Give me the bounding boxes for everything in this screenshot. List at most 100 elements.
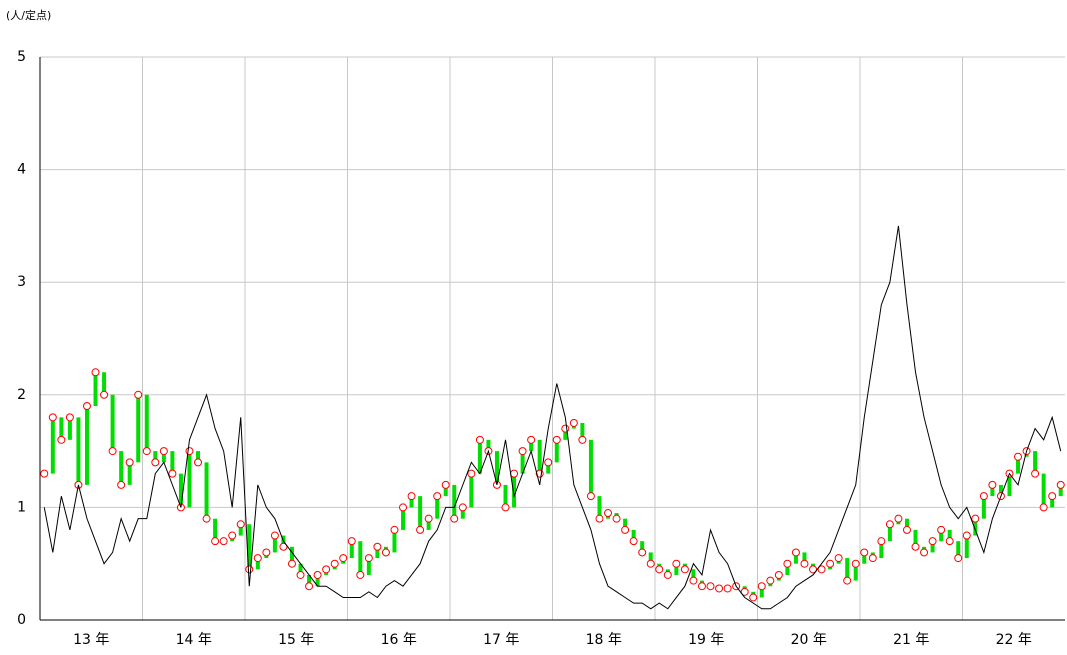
- marker: [937, 525, 946, 534]
- marker: [159, 447, 168, 456]
- marker: [48, 413, 57, 422]
- line: [43, 225, 1062, 610]
- marker: [433, 492, 442, 501]
- x-tick-label: 15 年: [278, 632, 314, 648]
- x-tick-label: 17 年: [483, 632, 519, 648]
- marker: [236, 520, 245, 529]
- marker: [604, 509, 613, 518]
- marker: [569, 418, 578, 427]
- marker: [1014, 452, 1023, 461]
- marker: [287, 559, 296, 568]
- marker: [262, 548, 271, 557]
- marker: [228, 531, 237, 540]
- marker: [82, 402, 91, 411]
- marker: [1039, 503, 1048, 512]
- marker: [347, 537, 356, 546]
- marker: [612, 514, 621, 523]
- marker: [510, 469, 519, 478]
- marker: [672, 559, 681, 568]
- marker: [774, 570, 783, 579]
- marker: [65, 413, 74, 422]
- marker: [749, 593, 758, 602]
- marker: [441, 480, 450, 489]
- marker: [407, 492, 416, 501]
- marker: [689, 576, 698, 585]
- marker: [168, 469, 177, 478]
- marker: [851, 559, 860, 568]
- marker: [894, 514, 903, 523]
- marker: [860, 548, 869, 557]
- marker: [91, 368, 100, 377]
- marker: [416, 525, 425, 534]
- marker: [663, 570, 672, 579]
- marker: [296, 570, 305, 579]
- marker: [621, 525, 630, 534]
- marker: [475, 435, 484, 444]
- x-tick-label: 16 年: [381, 632, 417, 648]
- marker: [544, 458, 553, 467]
- marker: [586, 492, 595, 501]
- marker: [809, 565, 818, 574]
- marker: [305, 582, 314, 591]
- marker: [142, 447, 151, 456]
- marker: [552, 435, 561, 444]
- marker: [920, 548, 929, 557]
- marker: [185, 447, 194, 456]
- marker: [100, 390, 109, 399]
- marker: [40, 469, 49, 478]
- marker: [125, 458, 134, 467]
- marker: [270, 531, 279, 540]
- marker: [458, 503, 467, 512]
- marker: [791, 548, 800, 557]
- marker: [834, 554, 843, 563]
- y-tick-label: 0: [17, 612, 26, 628]
- marker: [356, 570, 365, 579]
- marker: [911, 542, 920, 551]
- marker: [450, 514, 459, 523]
- marker: [424, 514, 433, 523]
- marker: [962, 531, 971, 540]
- marker: [945, 537, 954, 546]
- marker: [800, 559, 809, 568]
- marker: [527, 435, 536, 444]
- marker: [399, 503, 408, 512]
- x-tick-label: 20 年: [791, 632, 827, 648]
- unit-label: (人/定点): [6, 8, 51, 22]
- marker: [766, 576, 775, 585]
- marker: [954, 554, 963, 563]
- x-tick-label: 22 年: [996, 632, 1032, 648]
- marker: [518, 447, 527, 456]
- marker: [211, 537, 220, 546]
- marker: [202, 514, 211, 523]
- marker: [279, 542, 288, 551]
- marker: [561, 424, 570, 433]
- x-tick-label: 14 年: [176, 632, 212, 648]
- marker: [715, 584, 724, 593]
- marker: [194, 458, 203, 467]
- marker: [826, 559, 835, 568]
- x-tick-label: 13 年: [73, 632, 109, 648]
- marker: [706, 582, 715, 591]
- marker: [783, 559, 792, 568]
- x-tick-label: 21 年: [893, 632, 929, 648]
- marker: [117, 480, 126, 489]
- marker: [108, 447, 117, 456]
- marker: [646, 559, 655, 568]
- marker: [979, 492, 988, 501]
- marker: [757, 582, 766, 591]
- marker: [322, 565, 331, 574]
- y-tick-label: 1: [17, 499, 26, 515]
- marker: [339, 554, 348, 563]
- marker: [219, 537, 228, 546]
- y-tick-label: 4: [17, 162, 26, 178]
- marker: [1031, 469, 1040, 478]
- marker: [595, 514, 604, 523]
- marker: [134, 390, 143, 399]
- marker: [467, 469, 476, 478]
- marker: [313, 570, 322, 579]
- y-tick-label: 5: [17, 49, 26, 65]
- marker: [928, 537, 937, 546]
- y-tick-label: 3: [17, 274, 26, 290]
- marker: [330, 559, 339, 568]
- marker: [57, 435, 66, 444]
